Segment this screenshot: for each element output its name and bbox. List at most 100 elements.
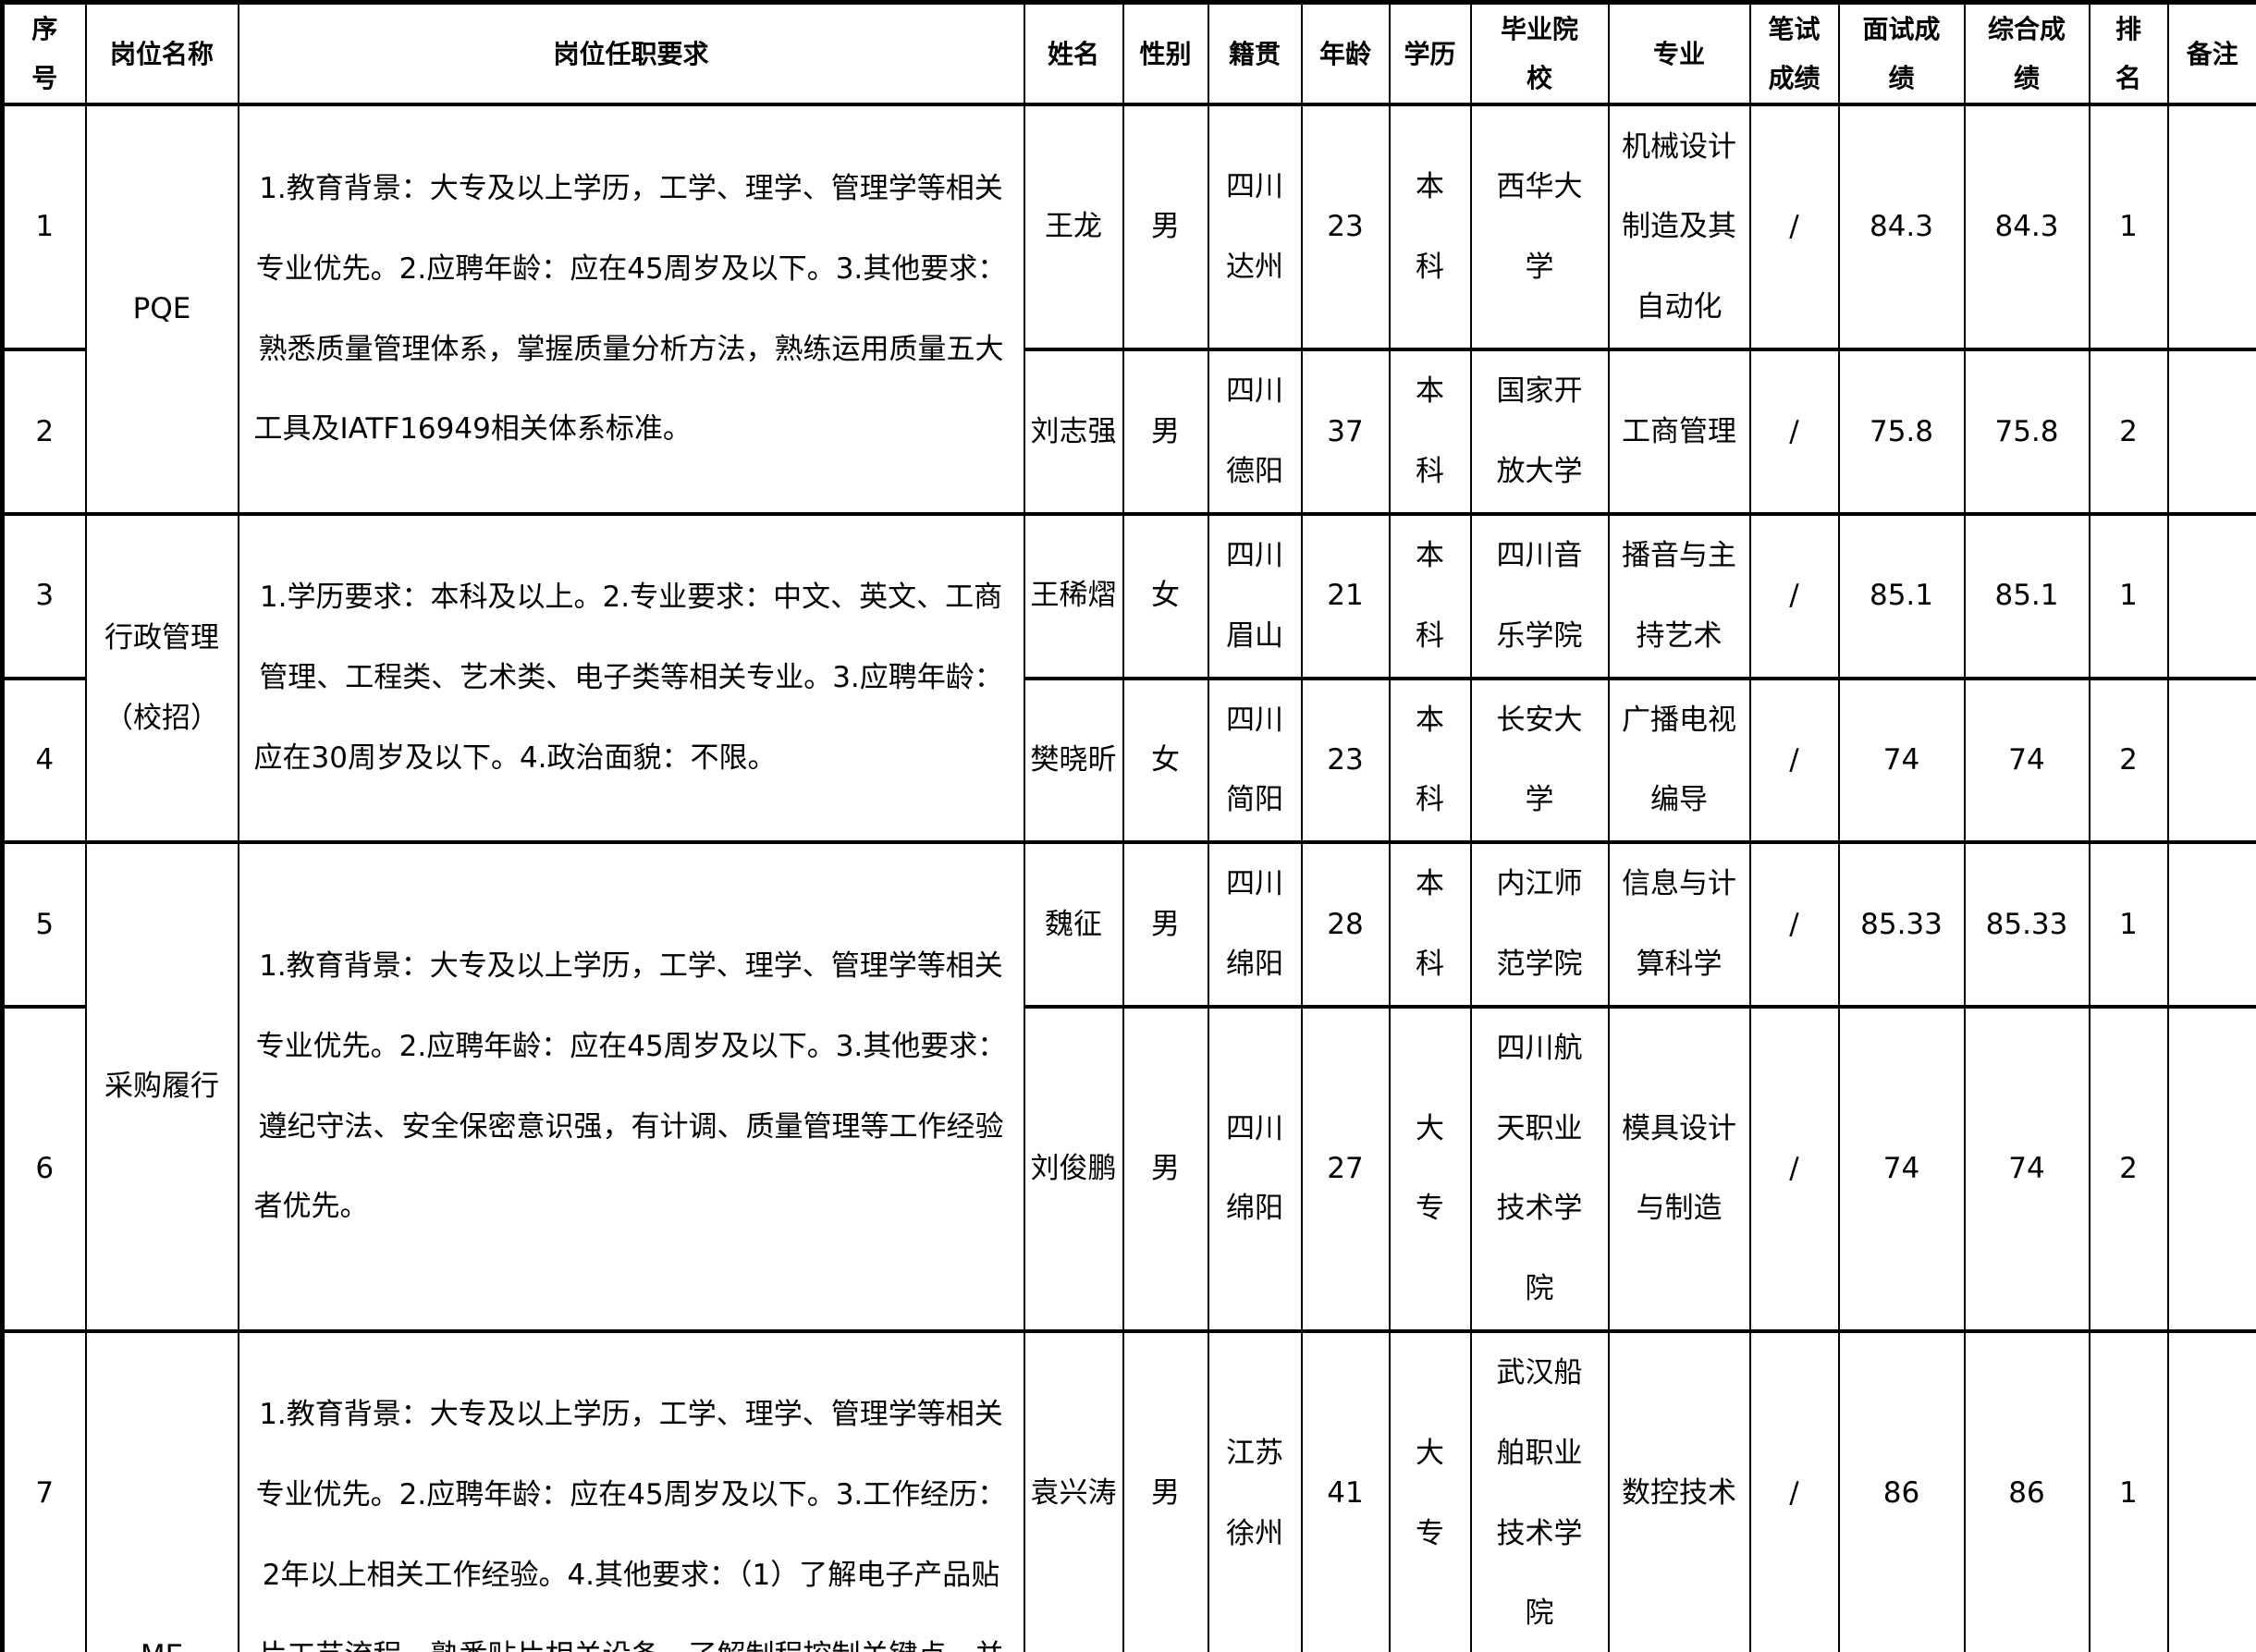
cell-education: 大专 (1388, 1004, 1472, 1333)
cell-position: PQE (84, 103, 239, 516)
cell-serial: 4 (1, 676, 87, 845)
cell-remark (2166, 840, 2256, 1009)
cell-serial: 3 (1, 511, 87, 680)
cell-native-place: 四川眉山 (1207, 511, 1303, 680)
cell-age: 28 (1300, 840, 1391, 1009)
cell-gender: 女 (1122, 676, 1209, 845)
header-major: 专业 (1607, 0, 1751, 107)
cell-native-place: 四川简阳 (1207, 676, 1303, 845)
header-written-score: 笔试成绩 (1748, 0, 1840, 107)
cell-name: 王龙 (1023, 103, 1124, 352)
cell-school: 四川音乐学院 (1469, 511, 1610, 680)
cell-major: 机械设计制造及其自动化 (1607, 103, 1751, 352)
table-row: 7 ME 1.教育背景：大专及以上学历，工学、理学、管理学等相关专业优先。2.应… (1, 1328, 2256, 1652)
cell-major: 信息与计算科学 (1607, 840, 1751, 1009)
cell-education: 本科 (1388, 840, 1472, 1009)
cell-native-place: 四川达州 (1207, 103, 1303, 352)
cell-requirements: 1.教育背景：大专及以上学历，工学、理学、管理学等相关专业优先。2.应聘年龄：应… (237, 840, 1025, 1333)
cell-written-score: / (1748, 676, 1840, 845)
cell-gender: 男 (1122, 840, 1209, 1009)
cell-major: 广播电视编导 (1607, 676, 1751, 845)
header-rank: 排名 (2088, 0, 2169, 107)
cell-interview-score: 74 (1837, 1004, 1966, 1333)
cell-gender: 男 (1122, 348, 1209, 516)
cell-overall-score: 84.3 (1963, 103, 2090, 352)
cell-native-place: 四川德阳 (1207, 348, 1303, 516)
table-row: 1 PQE 1.教育背景：大专及以上学历，工学、理学、管理学等相关专业优先。2.… (1, 103, 2256, 516)
cell-requirements: 1.教育背景：大专及以上学历，工学、理学、管理学等相关专业优先。2.应聘年龄：应… (237, 1328, 1025, 1652)
cell-overall-score: 75.8 (1963, 348, 2090, 516)
cell-remark (2166, 348, 2256, 516)
header-school: 毕业院校 (1469, 0, 1610, 107)
cell-interview-score: 84.3 (1837, 103, 1966, 352)
cell-overall-score: 74 (1963, 676, 2090, 845)
cell-school: 武汉船舶职业技术学院 (1469, 1328, 1610, 1652)
cell-age: 37 (1300, 348, 1391, 516)
cell-overall-score: 85.1 (1963, 511, 2090, 680)
cell-name: 樊晓昕 (1023, 676, 1124, 845)
cell-overall-score: 85.33 (1963, 840, 2090, 1009)
cell-remark (2166, 103, 2256, 352)
header-serial: 序号 (1, 0, 87, 107)
cell-requirements: 1.教育背景：大专及以上学历，工学、理学、管理学等相关专业优先。2.应聘年龄：应… (237, 103, 1025, 516)
cell-position: 行政管理（校招） (84, 511, 239, 845)
cell-serial: 2 (1, 348, 87, 516)
header-native-place: 籍贯 (1207, 0, 1303, 107)
cell-education: 大专 (1388, 1328, 1472, 1652)
cell-remark (2166, 1004, 2256, 1333)
cell-name: 王稀熠 (1023, 511, 1124, 680)
cell-interview-score: 74 (1837, 676, 1966, 845)
cell-school: 长安大学 (1469, 676, 1610, 845)
cell-gender: 男 (1122, 1328, 1209, 1652)
cell-overall-score: 86 (1963, 1328, 2090, 1652)
header-requirements: 岗位任职要求 (237, 0, 1025, 107)
cell-position: ME (84, 1328, 239, 1652)
cell-education: 本科 (1388, 103, 1472, 352)
cell-age: 27 (1300, 1004, 1391, 1333)
table-row: 6 刘俊鹏 男 四川绵阳 27 大专 四川航天职业技术学院 模具设计与制造 / … (1, 1004, 2256, 1333)
cell-remark (2166, 511, 2256, 680)
cell-rank: 1 (2088, 1328, 2169, 1652)
cell-age: 41 (1300, 1328, 1391, 1652)
cell-native-place: 四川绵阳 (1207, 840, 1303, 1009)
cell-serial: 1 (1, 103, 87, 352)
header-remark: 备注 (2166, 0, 2256, 107)
cell-age: 23 (1300, 103, 1391, 352)
table-row: 3 行政管理（校招） 1.学历要求：本科及以上。2.专业要求：中文、英文、工商管… (1, 511, 2256, 845)
cell-major: 工商管理 (1607, 348, 1751, 516)
cell-remark (2166, 1328, 2256, 1652)
cell-native-place: 江苏徐州 (1207, 1328, 1303, 1652)
cell-written-score: / (1748, 1004, 1840, 1333)
cell-written-score: / (1748, 511, 1840, 680)
cell-rank: 2 (2088, 1004, 2169, 1333)
cell-rank: 2 (2088, 348, 2169, 516)
cell-rank: 1 (2088, 840, 2169, 1009)
cell-written-score: / (1748, 348, 1840, 516)
cell-native-place: 四川绵阳 (1207, 1004, 1303, 1333)
cell-rank: 2 (2088, 676, 2169, 845)
cell-school: 国家开放大学 (1469, 348, 1610, 516)
cell-school: 西华大学 (1469, 103, 1610, 352)
cell-name: 魏征 (1023, 840, 1124, 1009)
table-row: 4 樊晓昕 女 四川简阳 23 本科 长安大学 广播电视编导 / 74 74 2 (1, 676, 2256, 845)
header-education: 学历 (1388, 0, 1472, 107)
header-position: 岗位名称 (84, 0, 239, 107)
cell-requirements: 1.学历要求：本科及以上。2.专业要求：中文、英文、工商管理、工程类、艺术类、电… (237, 511, 1025, 845)
cell-remark (2166, 676, 2256, 845)
cell-interview-score: 86 (1837, 1328, 1966, 1652)
cell-gender: 男 (1122, 1004, 1209, 1333)
cell-education: 本科 (1388, 676, 1472, 845)
cell-name: 刘志强 (1023, 348, 1124, 516)
cell-name: 刘俊鹏 (1023, 1004, 1124, 1333)
cell-written-score: / (1748, 840, 1840, 1009)
cell-position: 采购履行 (84, 840, 239, 1333)
cell-major: 播音与主持艺术 (1607, 511, 1751, 680)
cell-overall-score: 74 (1963, 1004, 2090, 1333)
table-row: 5 采购履行 1.教育背景：大专及以上学历，工学、理学、管理学等相关专业优先。2… (1, 840, 2256, 1333)
header-overall-score: 综合成绩 (1963, 0, 2090, 107)
header-interview-score: 面试成绩 (1837, 0, 1966, 107)
cell-interview-score: 85.33 (1837, 840, 1966, 1009)
cell-interview-score: 75.8 (1837, 348, 1966, 516)
cell-education: 本科 (1388, 511, 1472, 680)
